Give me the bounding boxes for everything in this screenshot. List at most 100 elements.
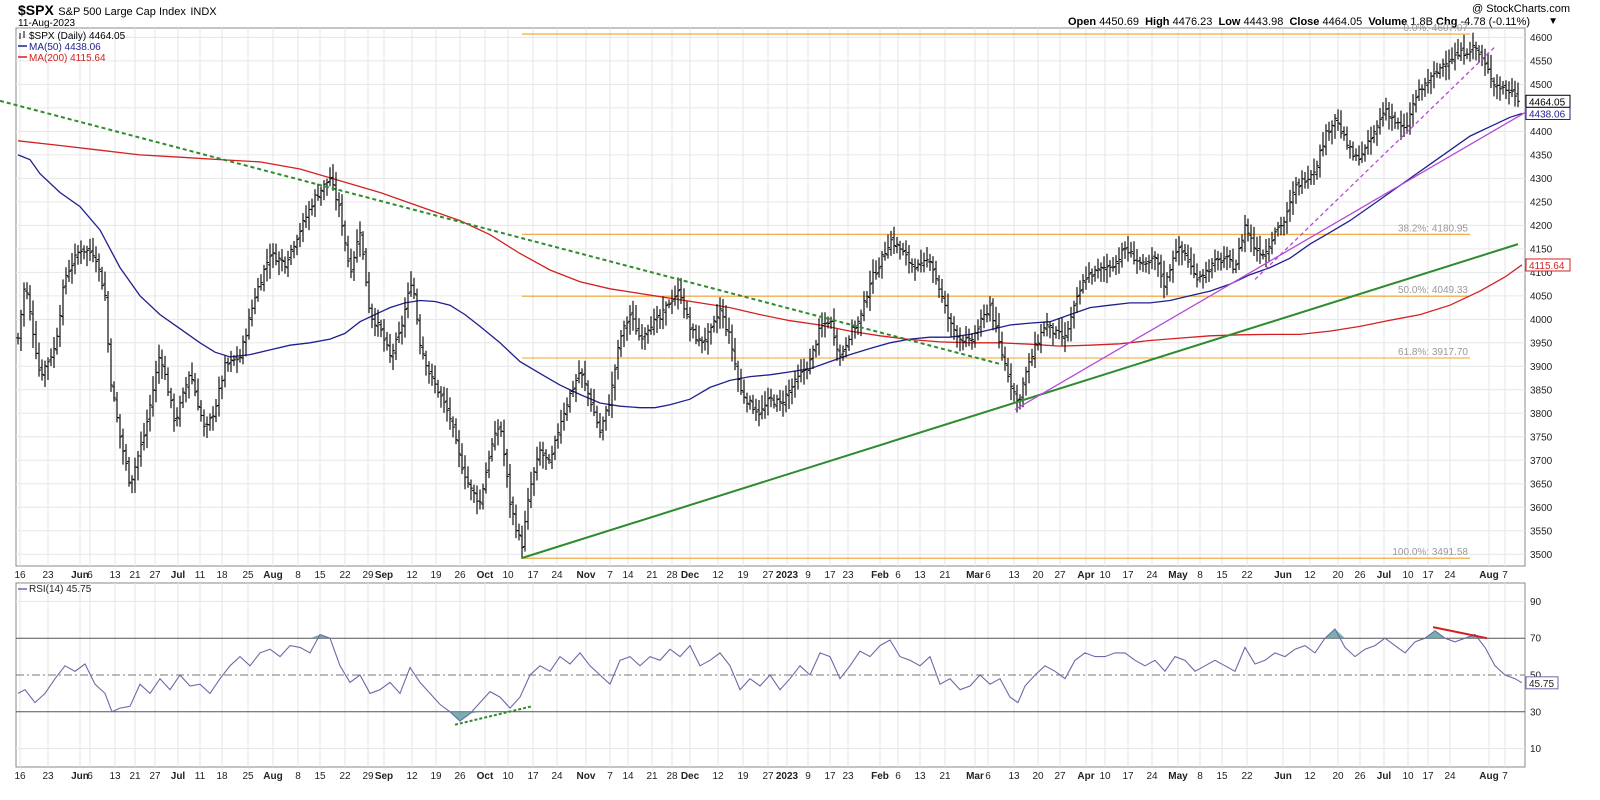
y-tick-label: 4600 <box>1530 33 1553 44</box>
trendline-downtrend <box>0 99 1001 365</box>
chart-header: $SPX S&P 500 Large Cap Index INDX <box>18 2 217 20</box>
x-tick-label: 17 <box>1422 570 1434 581</box>
rsi-x-tick-label: 10 <box>502 771 514 782</box>
ma50-line <box>17 112 1523 409</box>
rsi-x-tick-label: 23 <box>842 771 854 782</box>
volume-value: 1.8B <box>1410 16 1433 28</box>
rsi-x-tick-label: 20 <box>1332 771 1344 782</box>
chevron-down-icon[interactable]: ▼ <box>1548 16 1558 27</box>
rsi-x-tick-label: 13 <box>1008 771 1020 782</box>
x-tick-label: Nov <box>577 570 596 581</box>
rsi-y-tick-label: 90 <box>1530 597 1542 608</box>
rsi-x-tick-label: 26 <box>1354 771 1366 782</box>
rsi-x-tick-label: 27 <box>762 771 774 782</box>
x-tick-label: 15 <box>314 570 326 581</box>
fib-level-label: 50.0%: 4049.33 <box>1398 285 1468 296</box>
x-tick-label: 20 <box>1332 570 1344 581</box>
rsi-x-tick-label: 15 <box>314 771 326 782</box>
x-tick-label: 21 <box>646 570 658 581</box>
rsi-y-tick-label: 50 <box>1530 671 1542 682</box>
price-tag <box>1525 106 1571 120</box>
x-tick-label: 29 <box>362 570 374 581</box>
x-tick-label: 21 <box>939 570 951 581</box>
rsi-x-tick-label: 25 <box>242 771 254 782</box>
x-tick-label: 20 <box>1032 570 1044 581</box>
y-tick-label: 4500 <box>1530 80 1553 91</box>
rsi-x-tick-label: 24 <box>551 771 563 782</box>
legend-entry: MA(200) 4115.64 <box>29 53 106 64</box>
rsi-x-tick-label: Jun <box>71 771 89 782</box>
rsi-x-tick-label: Mar <box>966 771 984 782</box>
rsi-x-tick-label: 21 <box>646 771 658 782</box>
y-tick-label: 4100 <box>1530 268 1553 279</box>
y-tick-label: 3800 <box>1530 409 1553 420</box>
fib-level-label: 38.2%: 4180.95 <box>1398 223 1468 234</box>
high-value: 4476.23 <box>1172 16 1213 28</box>
rsi-x-tick-label: 27 <box>1054 771 1066 782</box>
y-tick-label: 3550 <box>1530 526 1553 537</box>
watermark: @ StockCharts.com <box>1472 3 1570 15</box>
rsi-x-tick-label: 23 <box>42 771 54 782</box>
y-tick-label: 4200 <box>1530 221 1553 232</box>
rsi-value-label: 45.75 <box>1529 679 1554 690</box>
trendline-uptrend-mar <box>1014 112 1526 411</box>
chart-date: 11-Aug-2023 <box>18 18 76 29</box>
rsi-oversold-fill <box>470 711 480 714</box>
rsi-legend-entry: RSI(14) 45.75 <box>29 584 92 595</box>
fib-level-label: 0.0%: 4607.07 <box>1404 23 1469 34</box>
rsi-x-tick-label: 6 <box>87 771 93 782</box>
rsi-x-tick-label: Sep <box>375 771 393 782</box>
y-tick-label: 3900 <box>1530 362 1553 373</box>
x-tick-label: 2023 <box>776 570 799 581</box>
rsi-divergence-line <box>454 705 533 726</box>
fib-level-label: 61.8%: 3917.70 <box>1398 347 1468 358</box>
ohlc-summary: Open 4450.69 High 4476.23 Low 4443.98 Cl… <box>1068 16 1530 28</box>
rsi-x-tick-label: 17 <box>824 771 836 782</box>
x-tick-label: 10 <box>1099 570 1111 581</box>
rsi-x-tick-label: 12 <box>1304 771 1316 782</box>
rsi-x-tick-label: 11 <box>195 771 206 782</box>
rsi-x-tick-label: 22 <box>339 771 351 782</box>
x-tick-label: 6 <box>895 570 901 581</box>
change-value: -4.78 (-0.11%) <box>1460 16 1531 28</box>
x-tick-label: 6 <box>985 570 991 581</box>
rsi-x-tick-label: 24 <box>1146 771 1158 782</box>
y-tick-label: 4300 <box>1530 174 1553 185</box>
x-tick-label: 12 <box>712 570 724 581</box>
x-tick-label: 6 <box>87 570 93 581</box>
x-tick-label: 9 <box>805 570 811 581</box>
y-tick-label: 3500 <box>1530 550 1553 561</box>
rsi-x-tick-label: 19 <box>737 771 749 782</box>
rsi-x-tick-label: 8 <box>1197 771 1203 782</box>
exchange: INDX <box>190 6 217 18</box>
x-tick-label: Dec <box>681 570 700 581</box>
rsi-overbought-fill <box>1335 629 1345 639</box>
rsi-x-tick-label: 21 <box>129 771 141 782</box>
y-tick-label: 3600 <box>1530 503 1553 514</box>
rsi-x-tick-label: 13 <box>109 771 121 782</box>
x-tick-label: 27 <box>149 570 161 581</box>
rsi-x-tick-label: 18 <box>216 771 228 782</box>
legend-entry: $SPX (Daily) 4464.05 <box>29 31 126 42</box>
x-tick-label: 17 <box>527 570 539 581</box>
x-tick-label: 19 <box>737 570 749 581</box>
rsi-x-tick-label: 28 <box>666 771 678 782</box>
rsi-x-tick-label: 27 <box>149 771 161 782</box>
rsi-x-tick-label: 12 <box>406 771 418 782</box>
x-tick-label: 26 <box>454 570 466 581</box>
x-tick-label: 23 <box>842 570 854 581</box>
rsi-x-tick-label: 7 <box>1502 771 1508 782</box>
rsi-x-tick-label: 6 <box>895 771 901 782</box>
y-tick-label: 4050 <box>1530 291 1553 302</box>
rsi-y-tick-label: 70 <box>1530 634 1542 645</box>
rsi-x-tick-label: Oct <box>477 771 494 782</box>
y-tick-label: 3850 <box>1530 385 1553 396</box>
price-tag-label: 4115.64 <box>1529 261 1565 272</box>
rsi-x-tick-label: 13 <box>914 771 926 782</box>
x-tick-label: 17 <box>1122 570 1134 581</box>
rsi-x-tick-label: 26 <box>454 771 466 782</box>
rsi-x-tick-label: Jun <box>1274 771 1292 782</box>
x-tick-label: 22 <box>1241 570 1253 581</box>
rsi-x-tick-label: 17 <box>1422 771 1434 782</box>
